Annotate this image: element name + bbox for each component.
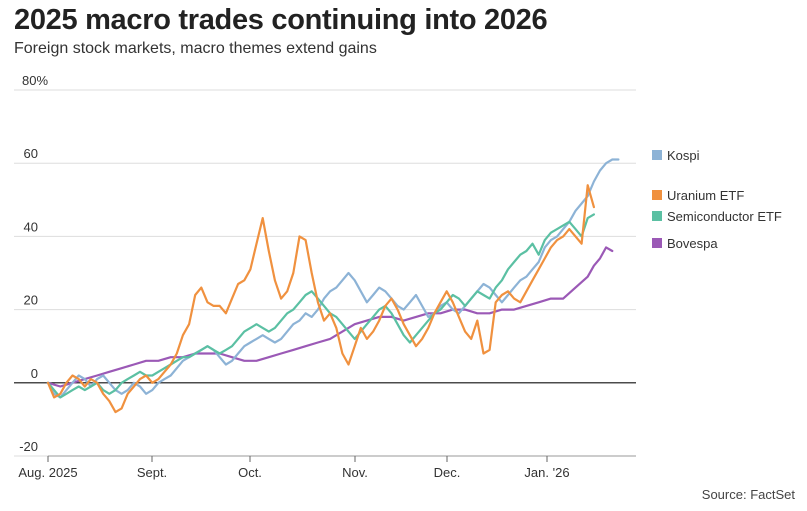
y-tick-label: -20 [19, 439, 38, 454]
source-note: Source: FactSet [701, 487, 795, 502]
x-tick-label: Sept. [137, 465, 167, 480]
legend-label-semiconductor-etf: Semiconductor ETF [667, 209, 782, 224]
y-tick-label: 0 [31, 366, 38, 381]
y-tick-label: 40 [24, 219, 38, 234]
y-tick-label-top: 80% [22, 73, 48, 88]
series-line-bovespa [46, 246, 614, 388]
chart-title: 2025 macro trades continuing into 2026 [14, 4, 548, 36]
x-tick-label: Nov. [342, 465, 368, 480]
legend-label-kospi: Kospi [667, 148, 700, 163]
series-lines [46, 158, 620, 414]
legend: Kospi Uranium ETF Semiconductor ETF Bovespa [652, 148, 782, 251]
legend-label-uranium-etf: Uranium ETF [667, 188, 744, 203]
y-tick-label: 20 [24, 293, 38, 308]
y-tick-label: 60 [24, 146, 38, 161]
chart-subtitle: Foreign stock markets, macro themes exte… [14, 40, 377, 57]
x-tick-label: Dec. [434, 465, 461, 480]
series-line-kospi [46, 158, 620, 399]
y-axis-labels: 80% -20 0 20 40 60 [19, 73, 48, 454]
legend-label-bovespa: Bovespa [667, 236, 718, 251]
x-tick-label: Jan. '26 [524, 465, 569, 480]
x-tick-label: Aug. 2025 [18, 465, 77, 480]
legend-swatch-kospi [652, 150, 662, 160]
x-axis: Aug. 2025 Sept. Oct. Nov. Dec. Jan. '26 [18, 455, 636, 480]
series-line-semiconductor-etf [46, 213, 595, 399]
legend-swatch-bovespa [652, 238, 662, 248]
x-tick-label: Oct. [238, 465, 262, 480]
series-line-uranium-etf [46, 184, 595, 414]
legend-swatch-semiconductor-etf [652, 211, 662, 221]
legend-swatch-uranium-etf [652, 190, 662, 200]
grid-lines [14, 89, 636, 457]
